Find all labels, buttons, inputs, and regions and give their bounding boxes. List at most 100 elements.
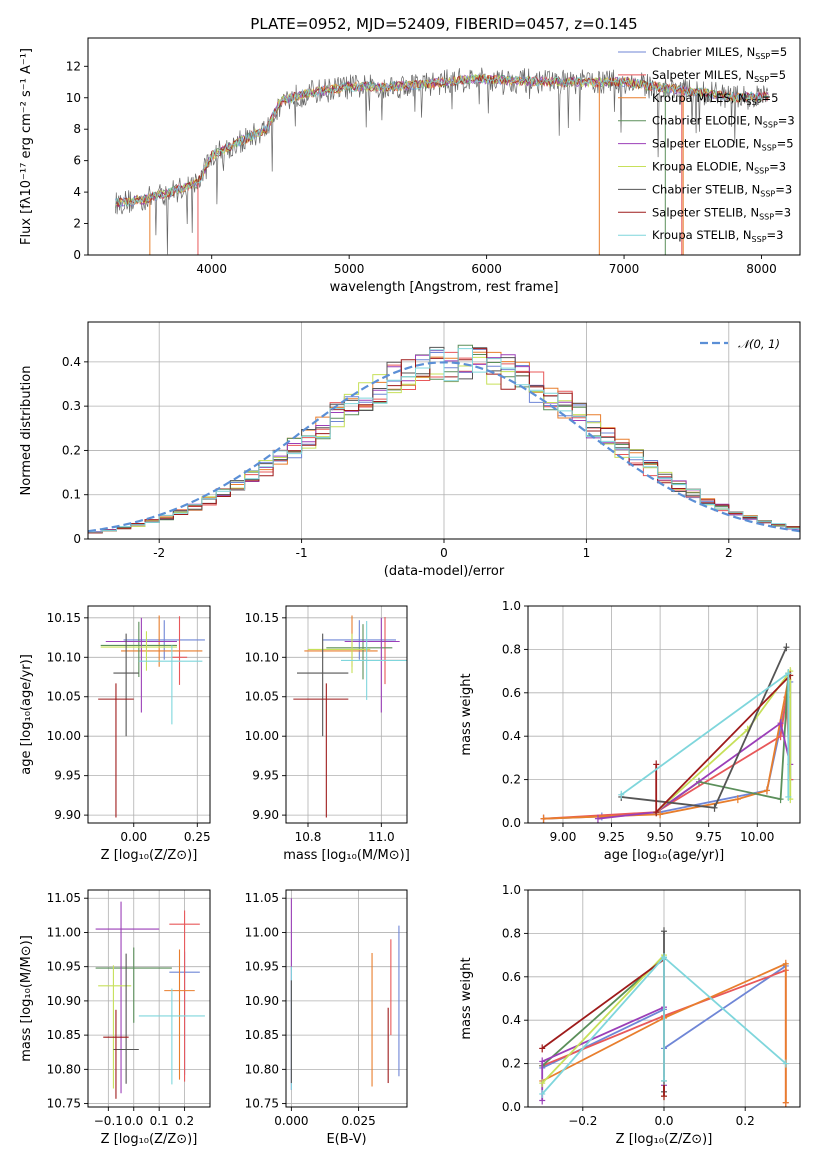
y-tick-label: 0.8 <box>502 642 521 656</box>
legend-entry: Salpeter MILES, NSSP=5 <box>652 68 786 84</box>
x-tick-label: 0.0 <box>124 1114 143 1128</box>
y-tick-label: 10.10 <box>47 650 81 664</box>
y-tick-label: 10.15 <box>245 611 279 625</box>
y-tick-label: 10.15 <box>47 611 81 625</box>
y-tick-label: 0.2 <box>502 1057 521 1071</box>
y-tick-label: 9.95 <box>54 769 81 783</box>
x-tick-label: 0.1 <box>150 1114 169 1128</box>
x-axis-label: Z [log₁₀(Z/Z⊙)] <box>101 848 198 863</box>
x-tick-label: 0.000 <box>274 1114 308 1128</box>
series-line-kroupa-stelib-n-ssp- <box>115 74 769 208</box>
y-axis-label: age [log₁₀(age/yr)] <box>19 654 34 775</box>
x-tick-label: 0.25 <box>184 830 211 844</box>
x-tick-label: 0.2 <box>736 1114 755 1128</box>
y-tick-label: 10.10 <box>245 650 279 664</box>
y-axis-label: Normed distribution <box>19 366 34 496</box>
x-axis-label: Z [log₁₀(Z/Z⊙)] <box>101 1132 198 1147</box>
axes-frame <box>285 889 408 1108</box>
y-tick-label: 0.3 <box>62 399 81 413</box>
y-tick-label: 10.85 <box>245 1028 279 1042</box>
chart-mass-vs-EBV: 0.000 0.025 10.75 10.80 10.85 10.90 10.95 11.00… <box>245 889 408 1147</box>
legend-entry: Kroupa ELODIE, NSSP=3 <box>652 160 786 176</box>
y-tick-label: 11.00 <box>47 925 81 939</box>
x-axis-label: E(B-V) <box>326 1132 366 1147</box>
chart-spectrum: Chabrier MILES, NSSP=5 Salpeter MILES, NS… <box>19 37 801 295</box>
weight-line <box>541 962 787 1103</box>
y-axis-label: Flux [fλ10⁻¹⁷ erg cm⁻² s⁻¹ A⁻¹] <box>19 48 34 245</box>
y-tick-label: 10.80 <box>245 1062 279 1076</box>
x-tick-label: 10.00 <box>740 830 774 844</box>
axes-frame <box>87 605 211 824</box>
weight-line <box>655 668 792 813</box>
x-tick-label: 10.8 <box>295 830 322 844</box>
x-tick-label: -2 <box>153 546 165 560</box>
plot-area <box>293 615 407 818</box>
axes-frame <box>87 37 801 256</box>
y-tick-label: 10.75 <box>47 1097 81 1111</box>
y-axis-label: mass weight <box>459 957 474 1039</box>
legend-entry: Kroupa MILES, NSSP=5 <box>652 91 778 107</box>
x-tick-label: 0.2 <box>175 1114 194 1128</box>
y-tick-label: 0.4 <box>502 729 521 743</box>
y-tick-label: 11.05 <box>47 891 81 905</box>
y-tick-label: 10.00 <box>47 729 81 743</box>
plot-area <box>115 67 769 255</box>
legend-entry: Chabrier STELIB, NSSP=3 <box>652 182 792 198</box>
y-tick-label: 9.95 <box>252 769 279 783</box>
legend-entry: Chabrier MILES, NSSP=5 <box>652 45 787 61</box>
plot-area <box>98 615 205 818</box>
legend-entry: 𝒩(0, 1) <box>738 337 780 351</box>
y-tick-label: 10.05 <box>47 690 81 704</box>
chart-weight-vs-age: 9.00 9.25 9.50 9.75 10.00 0.0 0.2 0.4 0.6 0.8 1.0 a… <box>459 599 801 863</box>
y-tick-label: 1.0 <box>502 883 521 897</box>
y-tick-label: 0.4 <box>62 355 81 369</box>
y-tick-label: 10.85 <box>47 1028 81 1042</box>
y-tick-label: 10.95 <box>47 960 81 974</box>
axes-frame <box>87 889 211 1108</box>
y-tick-label: 0.2 <box>502 773 521 787</box>
weight-line <box>597 721 792 820</box>
y-tick-label: 12 <box>66 59 81 73</box>
y-tick-label: 0.8 <box>502 926 521 940</box>
chart-age-vs-mass: 10.8 11.0 9.90 9.95 10.00 10.05 10.10 10.15 mass… <box>245 605 410 863</box>
x-axis-label: mass [log₁₀(M/M⊙)] <box>283 848 410 863</box>
x-tick-label: 9.00 <box>550 830 577 844</box>
y-tick-label: 10.75 <box>245 1097 279 1111</box>
x-tick-label: 0.0 <box>654 1114 673 1128</box>
y-tick-label: 2 <box>73 217 81 231</box>
y-tick-label: 11.05 <box>245 891 279 905</box>
y-tick-label: 8 <box>73 122 81 136</box>
x-axis-label: wavelength [Angstrom, rest frame] <box>330 280 559 295</box>
y-tick-label: 0.1 <box>62 488 81 502</box>
axes-frame <box>527 605 801 824</box>
x-tick-label: 2 <box>725 546 733 560</box>
x-axis-label: (data-model)/error <box>384 564 505 579</box>
y-axis-label: mass [log₁₀(M/M⊙)] <box>19 935 34 1062</box>
x-tick-label: -1 <box>296 546 308 560</box>
chart-mass-vs-Z: −0.1 0.0 0.1 0.2 10.75 10.80 10.85 10.90 10.95 11… <box>19 889 211 1147</box>
plot-area <box>540 643 794 823</box>
y-tick-label: 11.00 <box>245 925 279 939</box>
y-tick-label: 10.95 <box>245 960 279 974</box>
y-tick-label: 10.05 <box>245 690 279 704</box>
legend-entry: Salpeter STELIB, NSSP=3 <box>652 205 791 221</box>
y-tick-label: 10.00 <box>245 729 279 743</box>
y-tick-label: 0 <box>73 248 81 262</box>
x-axis-label: Z [log₁₀(Z/Z⊙)] <box>616 1132 713 1147</box>
x-tick-label: 1 <box>583 546 591 560</box>
y-tick-label: 0 <box>73 532 81 546</box>
y-tick-label: 6 <box>73 154 81 168</box>
plot-area <box>539 927 789 1107</box>
figure-title: PLATE=0952, MJD=52409, FIBERID=0457, z=0… <box>250 15 637 33</box>
x-tick-label: 9.50 <box>647 830 674 844</box>
histogram-step <box>88 348 800 533</box>
y-tick-label: 0.2 <box>62 443 81 457</box>
chart-age-vs-Z: 0.00 0.25 9.90 9.95 10.00 10.05 10.10 10.15 Z [l… <box>19 605 211 863</box>
x-tick-label: 9.75 <box>695 830 722 844</box>
legend-entry: Chabrier ELODIE, NSSP=3 <box>652 114 795 130</box>
legend-entry: Kroupa STELIB, NSSP=3 <box>652 228 783 244</box>
y-tick-label: 10.90 <box>245 994 279 1008</box>
x-axis-label: age [log₁₀(age/yr)] <box>604 848 725 863</box>
x-tick-label: −0.1 <box>94 1114 123 1128</box>
x-tick-label: 8000 <box>746 262 777 276</box>
